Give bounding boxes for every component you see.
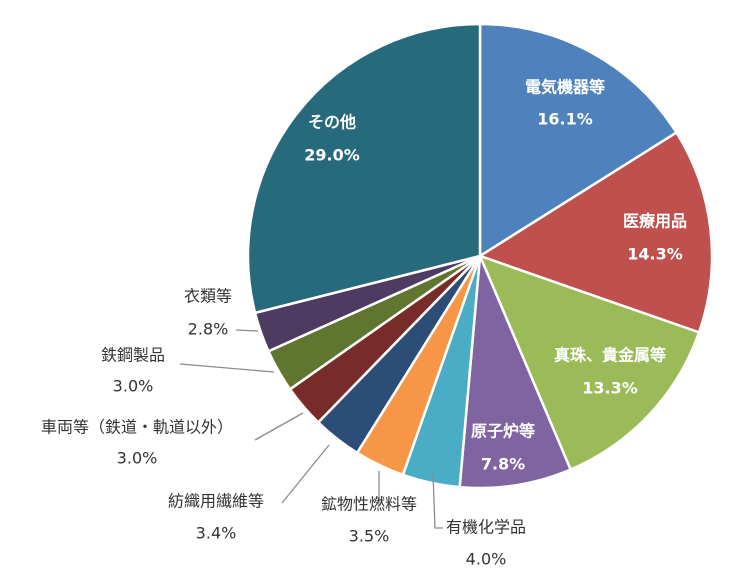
slice-value-6: 3.4%	[196, 524, 237, 543]
slice-label-9: 衣類等	[184, 287, 232, 306]
pie-slice-3	[458, 254, 572, 490]
slice-label-8: 鉄鋼製品	[101, 346, 165, 365]
leader-line-4	[432, 473, 443, 529]
slice-value-8: 3.0%	[113, 377, 154, 396]
pie-slice-0	[478, 22, 678, 258]
slice-value-7: 3.0%	[117, 449, 158, 468]
slice-label-6: 紡織用繊維等	[168, 492, 264, 511]
pie-slice-10	[246, 22, 482, 315]
slice-value-4: 4.0%	[466, 550, 507, 569]
slice-value-1: 14.3%	[627, 245, 683, 264]
slice-label-4: 有機化学品	[446, 518, 526, 537]
leader-line-8	[179, 363, 275, 373]
slice-label-1: 医療用品	[623, 212, 687, 231]
leader-line-6	[281, 444, 330, 504]
slice-label-3: 原子炉等	[471, 422, 535, 441]
slice-label-0: 電気機器等	[525, 78, 605, 97]
slice-value-5: 3.5%	[349, 527, 390, 546]
slice-label-10: その他	[308, 113, 356, 132]
slice-value-2: 13.3%	[582, 379, 638, 398]
slice-label-2: 真珠、貴金属等	[554, 346, 666, 365]
slice-value-3: 7.8%	[481, 455, 525, 474]
leader-line-7	[254, 412, 304, 441]
pie-slice-1	[478, 131, 714, 334]
leader-line-9	[235, 329, 259, 332]
slice-value-0: 16.1%	[537, 110, 593, 129]
slice-value-9: 2.8%	[188, 320, 229, 339]
slice-value-10: 29.0%	[304, 146, 360, 165]
slice-label-7: 車両等（鉄道・軌道以外）	[41, 418, 233, 437]
pie-slice-2	[478, 254, 701, 471]
slice-label-5: 鉱物性燃料等	[321, 495, 417, 514]
